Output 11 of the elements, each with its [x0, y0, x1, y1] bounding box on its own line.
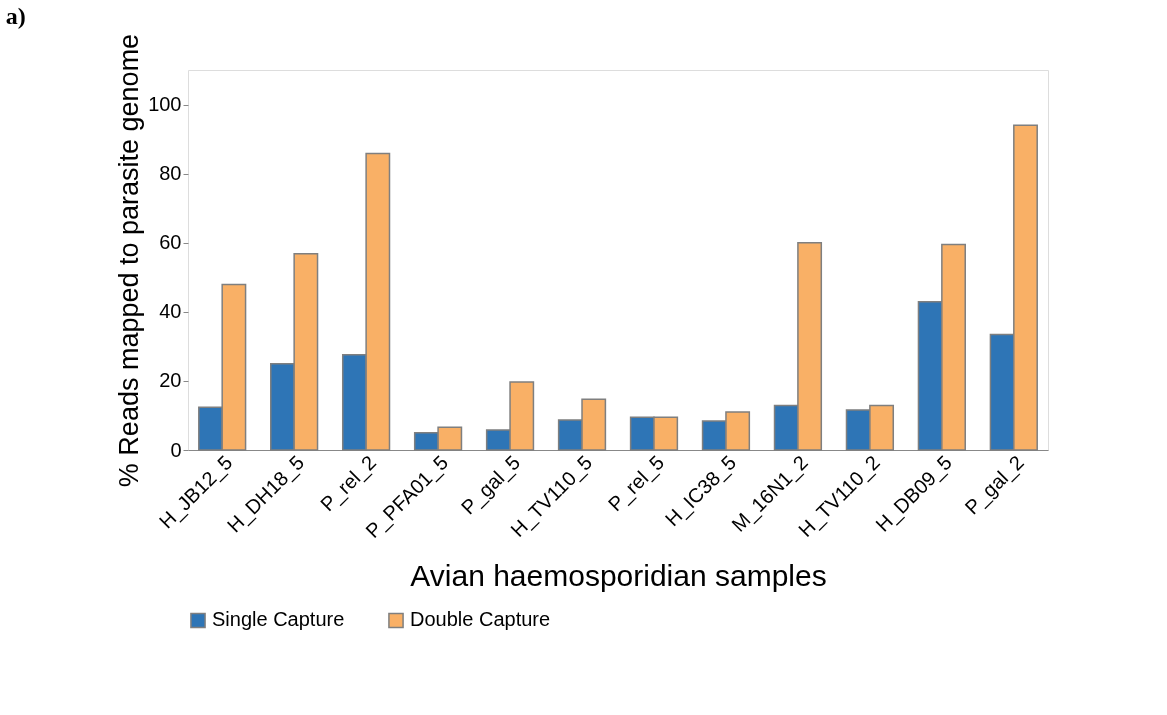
y-axis-title: % Reads mapped to parasite genome [114, 33, 145, 488]
x-axis-title: Avian haemosporidian samples [410, 559, 827, 593]
y-tick-label: 80 [159, 162, 182, 185]
text: a) [5, 3, 26, 30]
y-tick-label: 0 [170, 438, 182, 461]
y-tick-label: 40 [159, 300, 182, 323]
y-tick-label: 60 [159, 231, 182, 254]
legend-label: Single Capture [212, 608, 345, 631]
y-tick-label: 100 [148, 93, 182, 116]
y-tick-label: 20 [159, 369, 182, 392]
legend-label: Double Capture [410, 608, 551, 631]
